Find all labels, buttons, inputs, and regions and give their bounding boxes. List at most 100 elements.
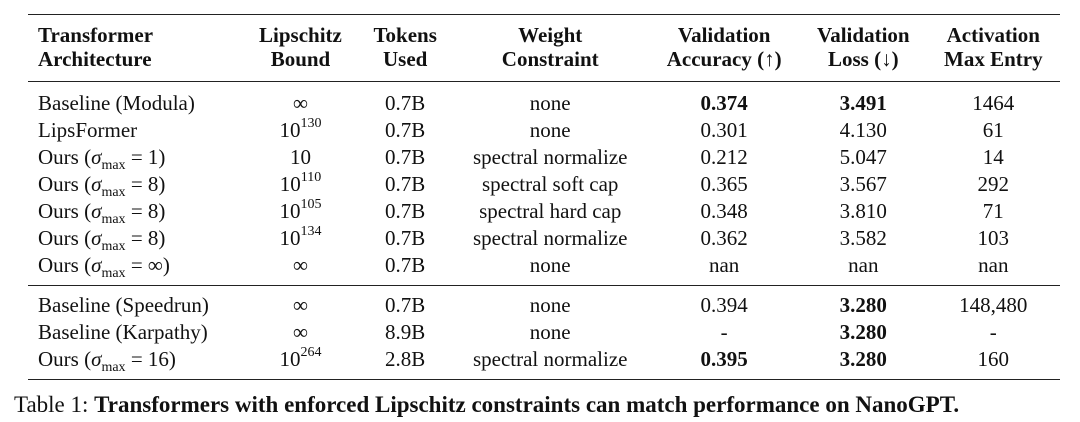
sigma-value: 16 [147,347,169,371]
table-header: Transformer Architecture Lipschitz Bound Tok… [28,14,1060,82]
activation-cell: 292 [977,172,1010,196]
architecture-name: Baseline (Modula) [38,91,195,115]
lipschitz-bound-cell: 10134 [243,225,359,252]
sigma-value: 8 [147,172,159,196]
header-cell: Weight Constraint [452,14,649,82]
header-line: Max Entry [944,47,1043,71]
constraint-cell: spectral normalize [472,226,628,250]
lipschitz-bound-cell: 10105 [243,198,359,225]
table-row: Baseline (Karpathy) ∞ 8.9B none - 3.280 - [28,319,1060,346]
loss-cell: 3.491 [799,81,927,117]
sigma-symbol: σ [91,199,102,223]
loss-cell: 5.047 [839,145,887,169]
tokens-cell: 0.7B [385,226,426,250]
sigma-symbol: σ [91,347,102,371]
architecture-name: Ours [38,347,79,371]
header-cell: Validation Accuracy (↑) [648,14,800,82]
architecture-cell: Baseline (Speedrun) [28,285,243,319]
architecture-cell: LipsFormer [28,117,243,144]
caption-text: Transformers with enforced Lipschitz con… [94,392,960,417]
sigma-subscript: max [101,360,126,376]
accuracy-cell: - [720,320,728,344]
architecture-cell: Ours (σmax = 8) [38,199,166,228]
architecture-name: Ours [38,253,79,277]
bound-base: 10 [279,199,301,223]
header-line: Constraint [501,47,599,71]
activation-cell: - [989,320,997,344]
sigma-symbol: σ [91,172,102,196]
sigma-symbol: σ [91,145,102,169]
accuracy-cell: 0.348 [700,199,748,223]
accuracy-cell: 0.301 [700,118,748,142]
architecture-cell: Ours (σmax = ∞) [38,253,170,282]
bound-exponent: 110 [300,170,322,185]
tokens-cell: 2.8B [358,346,453,380]
architecture-name: LipsFormer [38,118,138,142]
sigma-subscript: max [101,158,126,174]
accuracy-cell: 0.212 [700,145,748,169]
header-cell: Transformer Architecture [28,14,243,82]
activation-cell: 148,480 [926,285,1060,319]
architecture-cell: Baseline (Karpathy) [28,319,243,346]
bound-exponent: 130 [300,116,322,131]
architecture-name: Ours [38,172,79,196]
activation-cell: 103 [977,226,1010,250]
bound-exponent: 264 [300,345,322,360]
accuracy-cell: 0.365 [700,172,748,196]
architecture-name: Ours [38,226,79,250]
table-row: LipsFormer 10130 0.7B none 0.301 4.130 61 [28,117,1060,144]
accuracy-cell: 0.394 [648,285,800,319]
architecture-name: Ours [38,145,79,169]
sigma-value: 8 [147,199,159,223]
sigma-value: ∞ [147,253,163,277]
sigma-symbol: σ [91,226,102,250]
constraint-cell: none [529,118,571,142]
accuracy-cell: nan [708,253,740,277]
bound-base: 10 [279,226,301,250]
lipschitz-bound-cell: 10264 [242,345,359,380]
header-line: Tokens [373,23,437,47]
lipschitz-bound-cell: ∞ [243,252,359,286]
constraint-cell: spectral soft cap [481,172,619,196]
table-row: Ours (σmax = 1) 10 0.7B spectral normalize 0… [28,144,1060,174]
results-table: Transformer Architecture Lipschitz Bound Tok… [28,14,1060,380]
loss-cell: 3.582 [839,226,887,250]
activation-cell: 160 [926,346,1060,380]
constraint-cell: spectral normalize [452,346,649,380]
header-line: Lipschitz [259,23,342,47]
tokens-cell: 0.7B [385,172,426,196]
architecture-name: Ours [38,199,79,223]
header-line: Transformer [38,23,154,47]
header-line: Validation [816,23,910,47]
sigma-value: 8 [147,226,159,250]
architecture-cell: Baseline (Modula) [28,81,243,117]
header-line: Activation [946,23,1040,47]
bound-base: 10 [279,347,301,371]
activation-cell: 71 [982,199,1004,223]
accuracy-cell: 0.374 [648,81,800,117]
accuracy-cell: 0.395 [648,346,800,380]
constraint-cell: spectral normalize [472,145,628,169]
activation-cell: 14 [982,145,1004,169]
caption-label: Table 1: [14,392,89,417]
tokens-cell: 0.7B [385,118,426,142]
sigma-subscript: max [101,185,126,201]
loss-cell: 3.567 [839,172,887,196]
header-line: Architecture [38,47,152,71]
header-line: Accuracy (↑) [666,47,782,71]
loss-cell: 3.280 [799,346,927,380]
lipschitz-bound-cell: 10130 [243,117,359,144]
loss-cell: 4.130 [839,118,887,142]
header-line: Bound [270,47,331,71]
tokens-cell: 0.7B [385,145,426,169]
header-line: Weight [518,23,583,47]
lipschitz-bound-cell: ∞ [242,81,359,117]
sigma-value: 1 [147,145,159,169]
header-line: Validation [677,23,771,47]
bound-base: 10 [279,172,301,196]
table-row: Ours (σmax = ∞) ∞ 0.7B none nan nan nan [28,252,1060,286]
architecture-name: Baseline (Karpathy) [38,320,208,344]
tokens-cell: 0.7B [385,253,426,277]
table-row: Ours (σmax = 16) 10264 2.8B spectral normal… [28,346,1060,380]
table-row: Ours (σmax = 8) 10110 0.7B spectral soft ca… [28,170,1060,201]
